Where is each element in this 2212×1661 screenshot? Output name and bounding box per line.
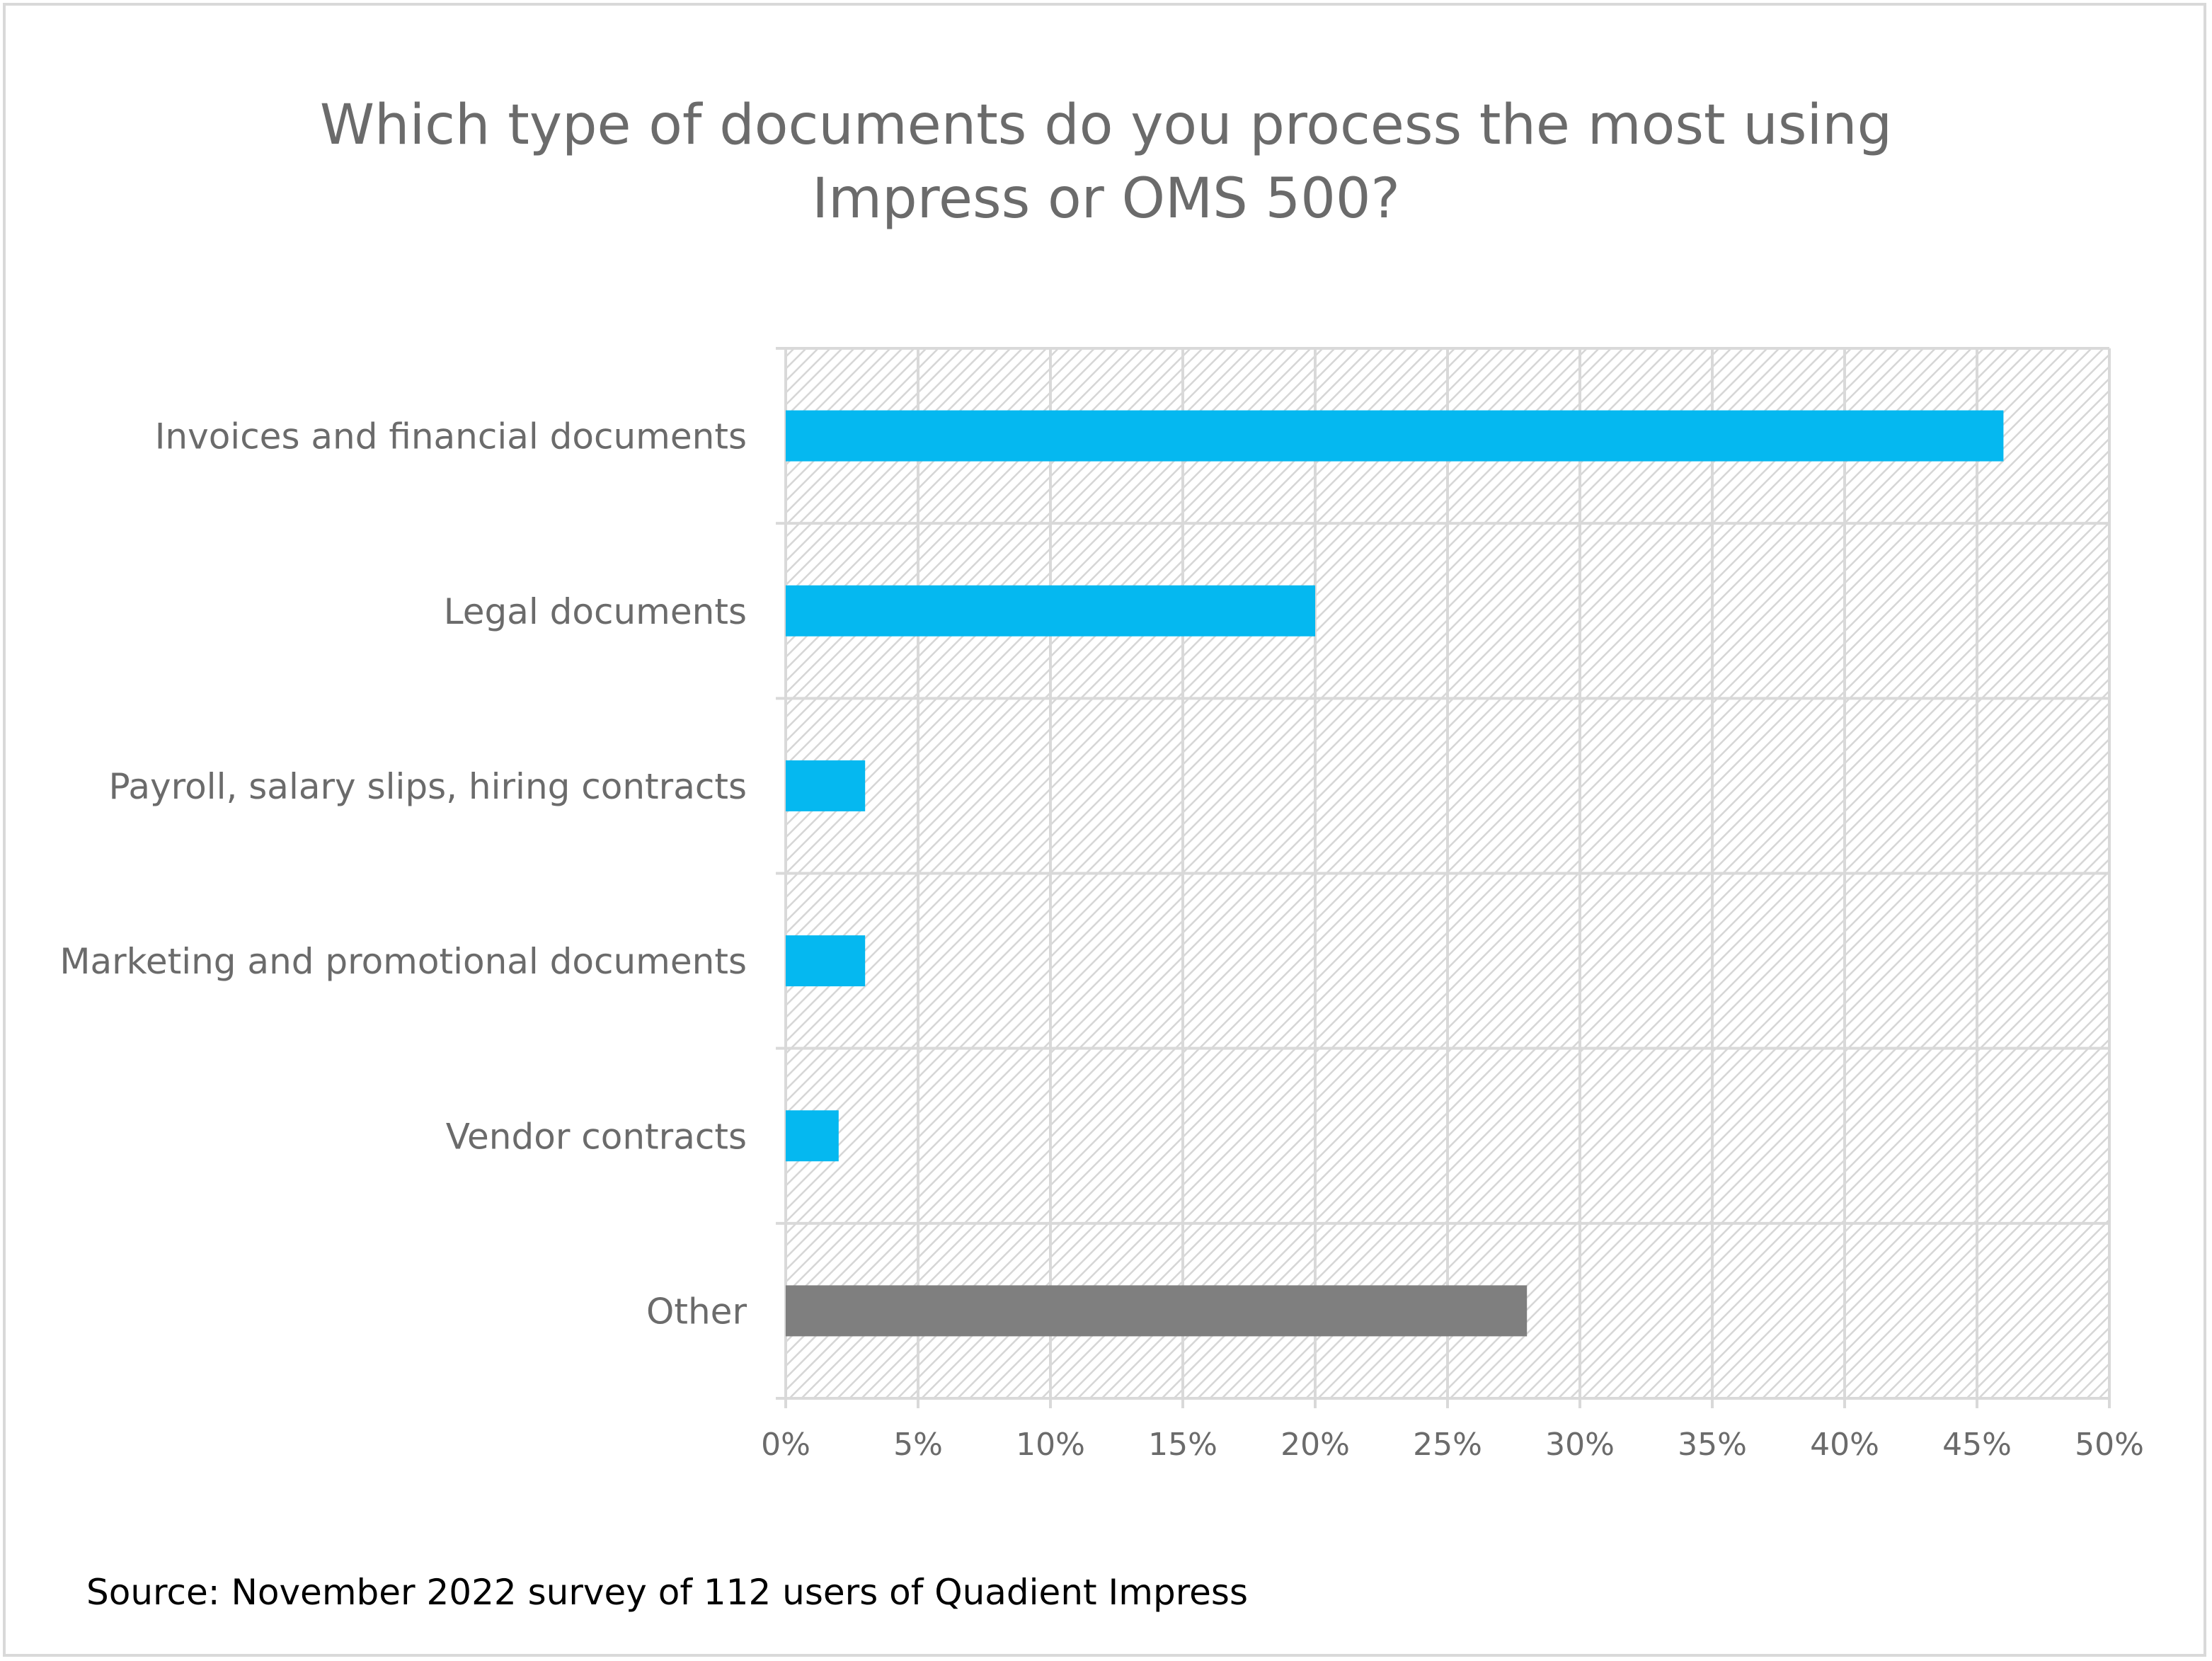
category-label: Other	[646, 1291, 747, 1332]
category-label: Marketing and promotional documents	[59, 941, 747, 982]
bar-5	[786, 1110, 839, 1162]
bar-6	[786, 1285, 1528, 1337]
bar-1	[786, 410, 2004, 462]
bar-2	[786, 585, 1315, 637]
category-label: Invoices and financial documents	[155, 416, 747, 457]
chart-title: Which type of documents do you process t…	[0, 89, 2212, 236]
chart-frame	[3, 3, 2206, 1657]
x-tick-label: 40%	[1810, 1427, 1879, 1463]
title-line-1: Which type of documents do you process t…	[319, 93, 1893, 157]
x-tick-label: 25%	[1413, 1427, 1482, 1463]
category-label: Vendor contracts	[446, 1116, 747, 1157]
bar-4	[786, 935, 866, 987]
x-tick-label: 50%	[2075, 1427, 2144, 1463]
x-tick-label: 20%	[1280, 1427, 1350, 1463]
x-tick-label: 5%	[893, 1427, 943, 1463]
x-tick-label: 45%	[1942, 1427, 2012, 1463]
category-label: Payroll, salary slips, hiring contracts	[109, 766, 747, 807]
category-label: Legal documents	[444, 591, 747, 632]
x-tick-label: 35%	[1678, 1427, 1747, 1463]
x-tick-label: 30%	[1545, 1427, 1615, 1463]
x-tick-label: 0%	[761, 1427, 810, 1463]
x-tick-label: 10%	[1016, 1427, 1085, 1463]
bar-3	[786, 760, 866, 811]
title-line-2: Impress or OMS 500?	[812, 167, 1400, 231]
x-tick-label: 15%	[1148, 1427, 1217, 1463]
source-note: Source: November 2022 survey of 112 user…	[86, 1572, 1249, 1613]
